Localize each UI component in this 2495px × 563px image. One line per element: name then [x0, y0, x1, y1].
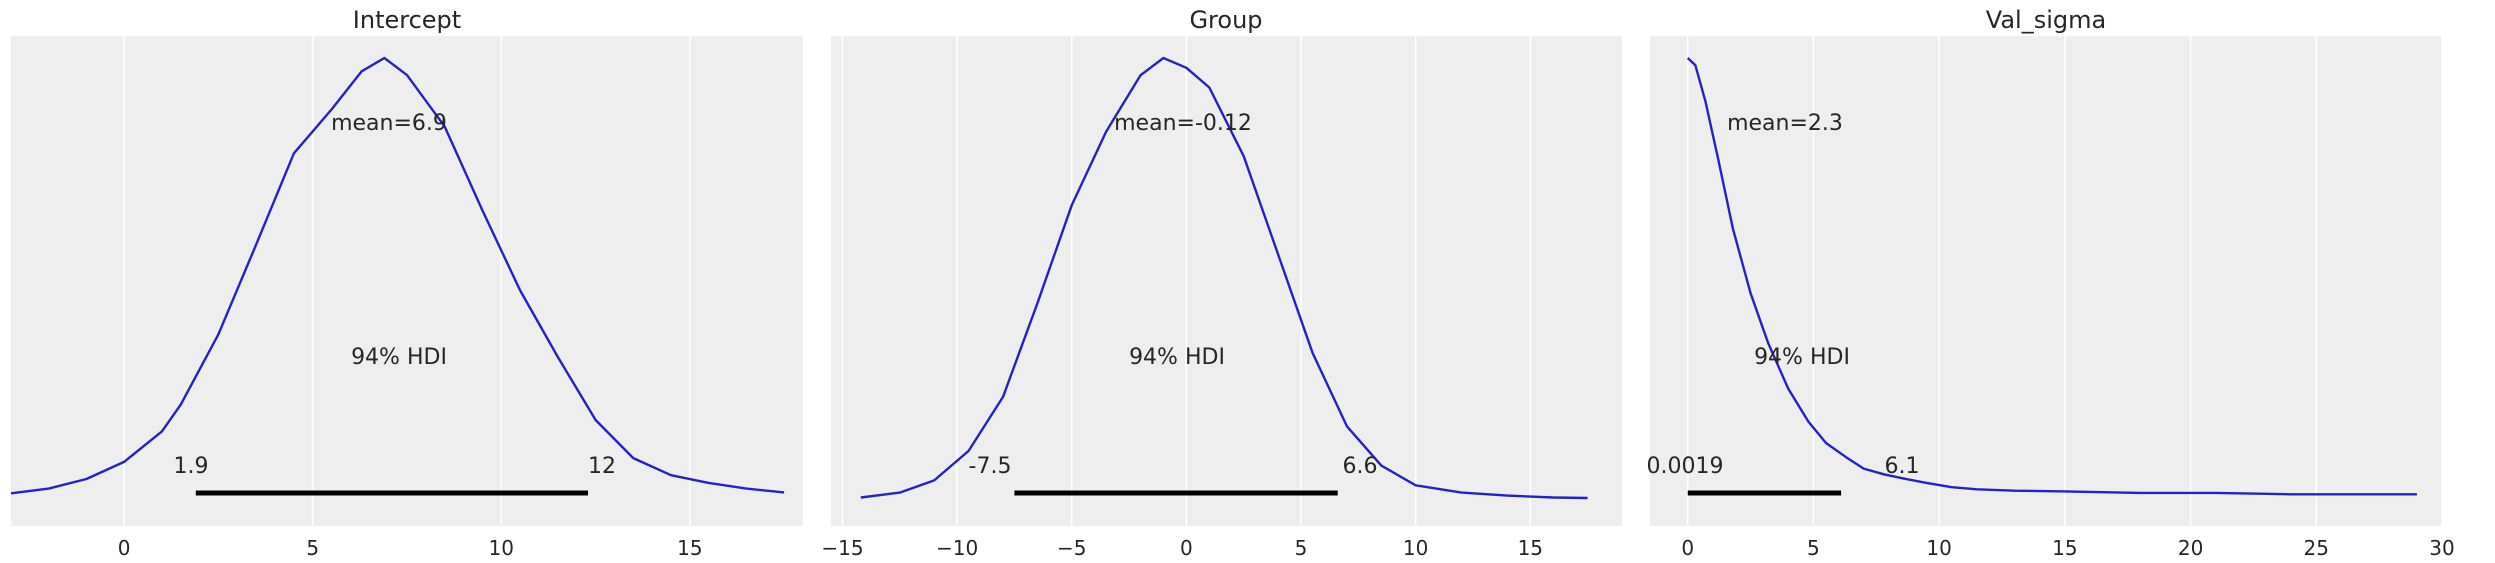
x-tick-label: 10	[1403, 536, 1428, 560]
hdi-upper-label: 6.6	[1343, 454, 1378, 479]
x-tick-label: 5	[1807, 536, 1820, 560]
density-curve	[860, 56, 1588, 500]
x-tick-label: 25	[2304, 536, 2329, 560]
hdi-label: 94% HDI	[1129, 345, 1225, 370]
x-tick-label: 10	[489, 536, 514, 560]
panel-val-sigma: Val_sigma mean=2.3 94% HDI 0.0019 6.1 0 5…	[1647, 6, 2455, 560]
hdi-label: 94% HDI	[1754, 345, 1850, 370]
x-tick-label: 15	[2052, 536, 2077, 560]
density-curve	[1686, 57, 2417, 496]
mean-label: mean=-0.12	[1114, 111, 1252, 136]
x-tick-label: 10	[1926, 536, 1951, 560]
x-tick-label: 5	[306, 536, 319, 560]
x-tick-label: 0	[118, 536, 131, 560]
x-tick-label: −10	[936, 536, 978, 560]
x-tick-label: 0	[1180, 536, 1193, 560]
panel-intercept: Intercept mean=6.9 94% HDI 1.9 12 0 5 10 15	[10, 6, 803, 560]
mean-label: mean=6.9	[331, 111, 447, 136]
hdi-upper-label: 12	[588, 454, 616, 479]
hdi-label: 94% HDI	[351, 345, 447, 370]
plot-area	[1650, 36, 2442, 526]
panel-title: Val_sigma	[1986, 6, 2106, 34]
x-tick-label: −15	[821, 536, 863, 560]
panel-title: Intercept	[353, 6, 461, 34]
hdi-lower-label: 0.0019	[1647, 454, 1724, 479]
plot-area	[831, 36, 1622, 526]
panel-group: Group mean=-0.12 94% HDI -7.5 6.6 −15 −10…	[821, 6, 1622, 560]
x-tick-label: −5	[1057, 536, 1086, 560]
x-tick-label: 0	[1681, 536, 1694, 560]
x-tick-label: 20	[2178, 536, 2203, 560]
mean-label: mean=2.3	[1727, 111, 1843, 136]
x-tick-label: 30	[2429, 536, 2454, 560]
plot-area	[11, 36, 803, 526]
hdi-lower-label: -7.5	[969, 454, 1012, 479]
x-tick-label: 5	[1295, 536, 1308, 560]
x-tick-label: 15	[1518, 536, 1543, 560]
hdi-lower-label: 1.9	[174, 454, 209, 479]
panel-title: Group	[1189, 6, 1262, 34]
hdi-upper-label: 6.1	[1885, 454, 1920, 479]
x-tick-label: 15	[677, 536, 702, 560]
density-curve	[10, 56, 785, 495]
